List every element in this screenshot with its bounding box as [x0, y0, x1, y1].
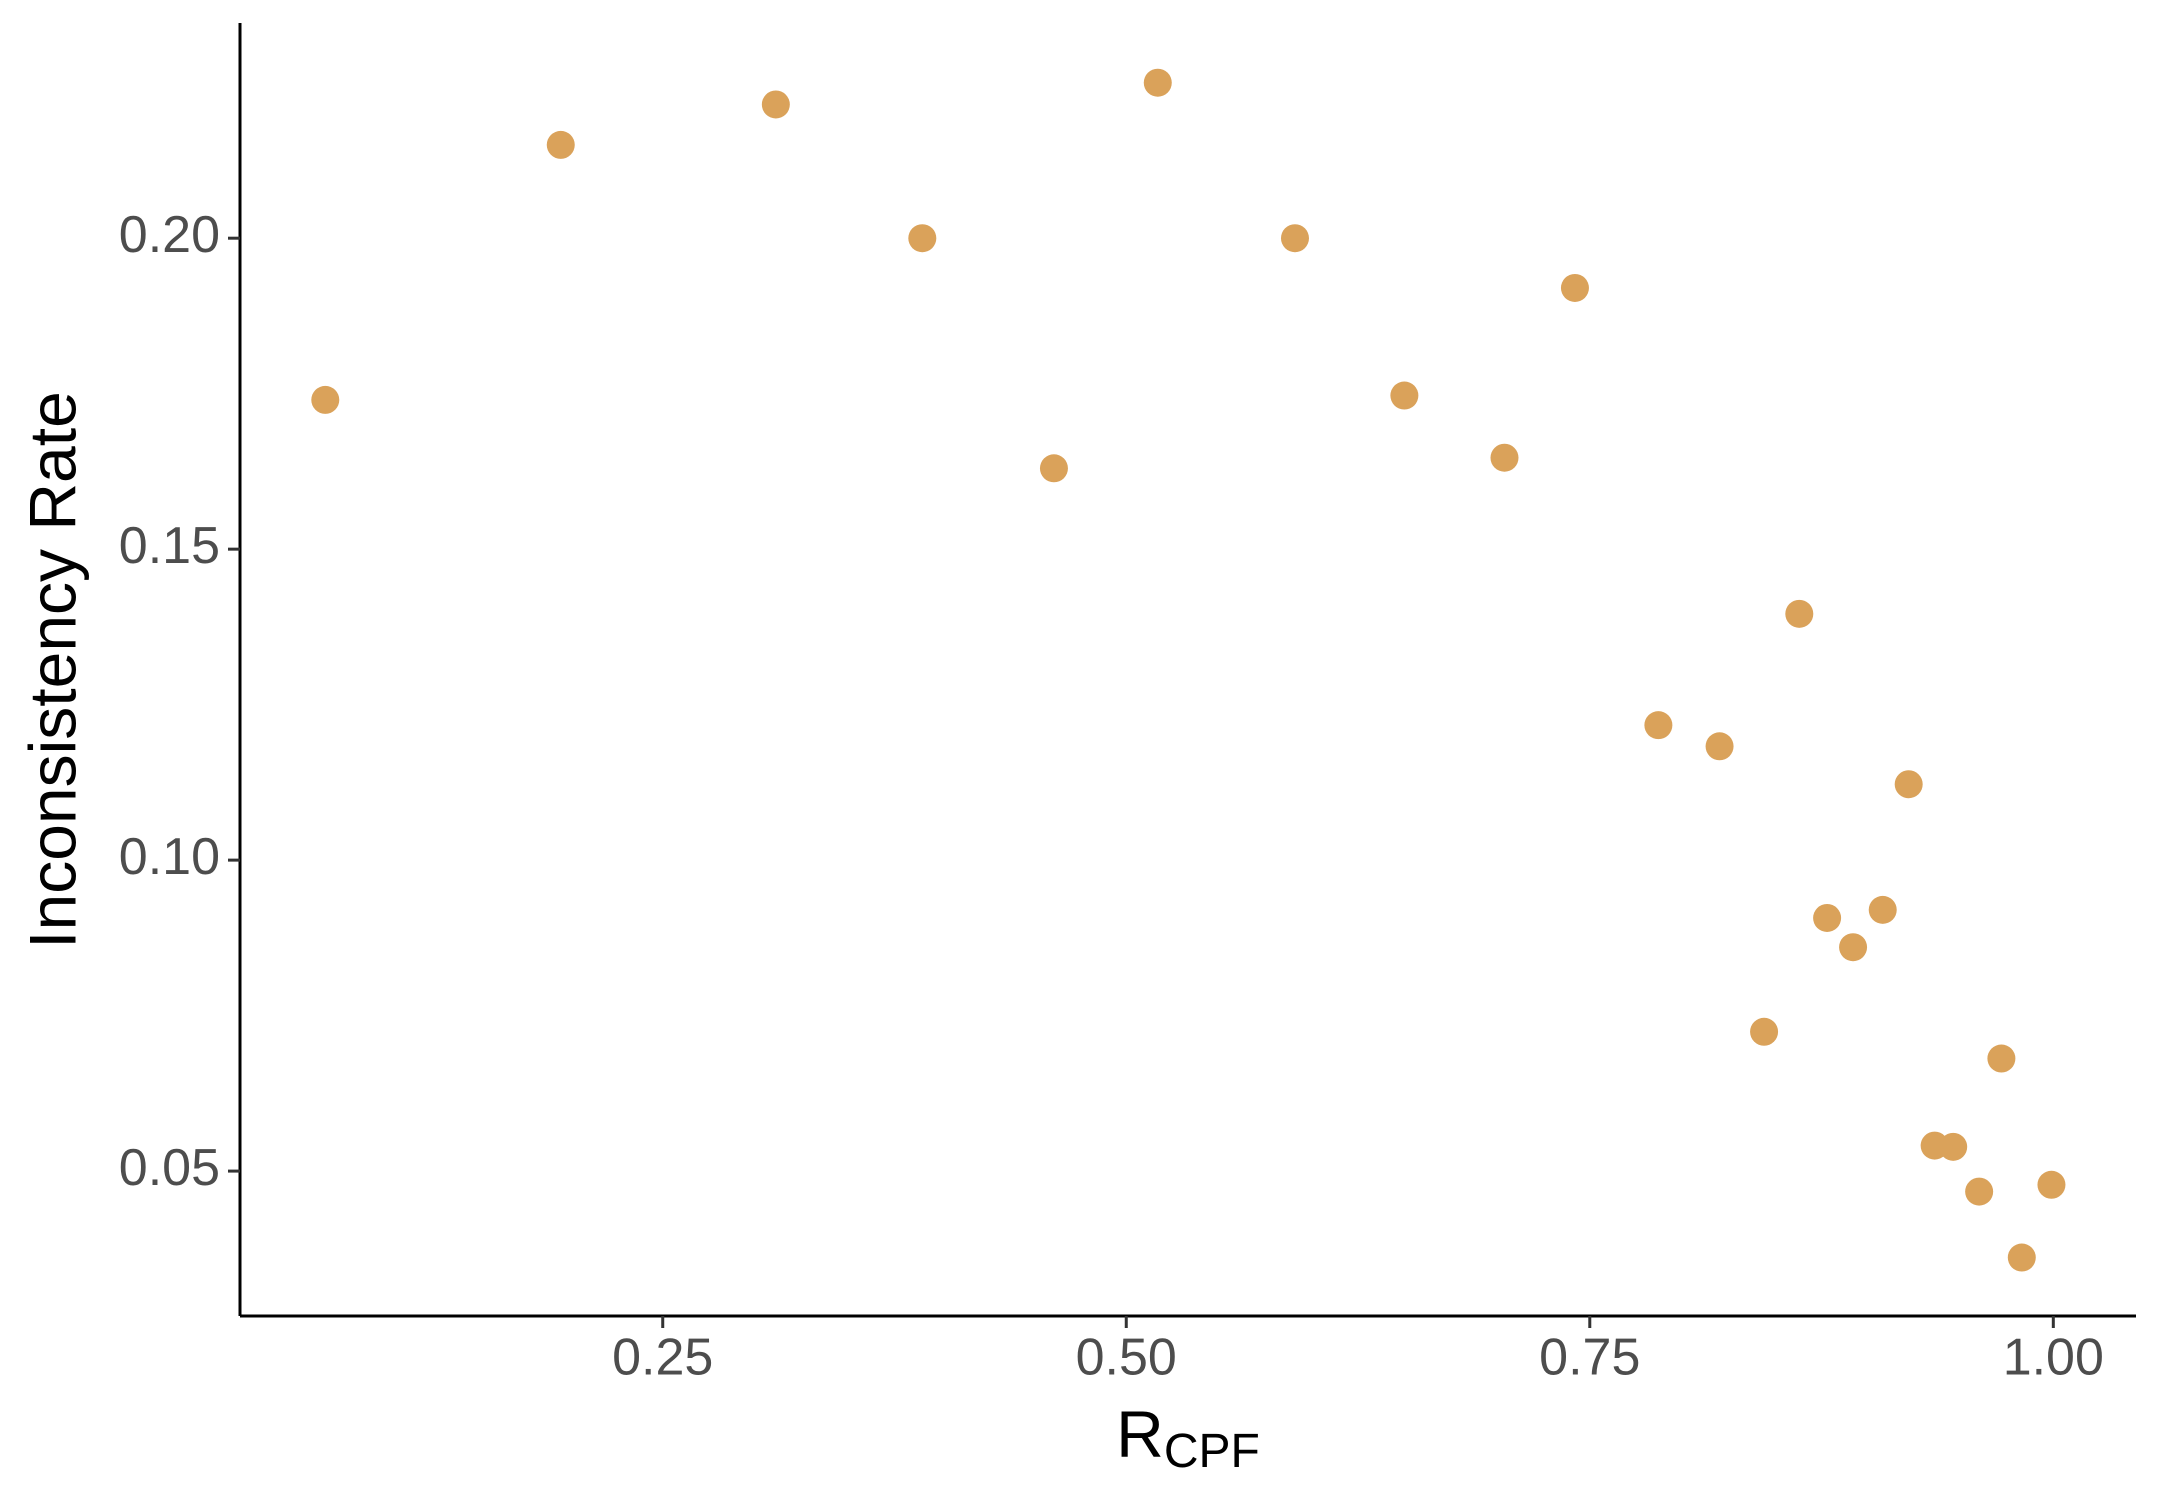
point [2037, 1170, 2066, 1199]
point [311, 385, 340, 414]
point [1143, 68, 1172, 97]
point [1280, 224, 1309, 253]
x-tick-label: 0.75 [1539, 1329, 1640, 1387]
x-tick-label: 1.00 [2003, 1329, 2104, 1387]
x-tick-label: 0.50 [1076, 1329, 1177, 1387]
point [2007, 1243, 2036, 1272]
point [1039, 454, 1068, 483]
point [1839, 933, 1868, 962]
point [1785, 599, 1814, 628]
point [1813, 903, 1842, 932]
point [1894, 770, 1923, 799]
point [1939, 1132, 1968, 1161]
y-tick-label: 0.05 [119, 1139, 220, 1197]
point [1868, 895, 1897, 924]
point [761, 90, 790, 119]
point [1965, 1177, 1994, 1206]
x-axis-title-subscript: CPF [1164, 1425, 1260, 1478]
y-axis-title: Inconsistency Rate [15, 391, 89, 949]
x-axis-title: RCPF [1116, 1397, 1260, 1477]
point [1750, 1017, 1779, 1046]
point [908, 224, 937, 253]
x-axis-title-main: R [1116, 1397, 1164, 1471]
y-tick-label: 0.15 [119, 517, 220, 575]
point [1390, 381, 1419, 410]
point [546, 130, 575, 159]
point [1705, 732, 1734, 761]
y-tick-label: 0.10 [119, 828, 220, 886]
point [1644, 711, 1673, 740]
point [1987, 1044, 2016, 1073]
point [1490, 443, 1519, 472]
x-tick-label: 0.25 [612, 1329, 713, 1387]
y-tick-label: 0.20 [119, 206, 220, 264]
point [1560, 273, 1589, 302]
